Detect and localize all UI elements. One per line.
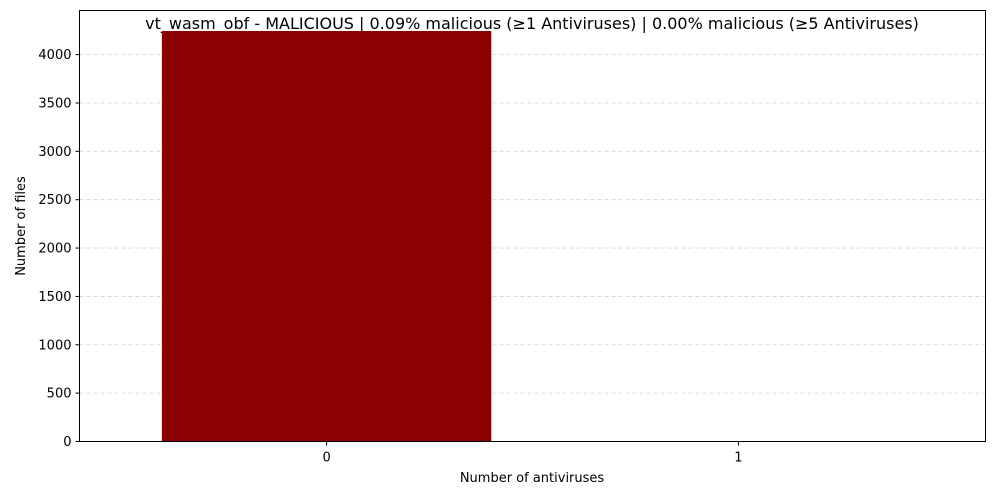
y-tick-label: 2500 bbox=[38, 193, 71, 208]
plot-frame bbox=[79, 10, 986, 442]
x-tick-label: 0 bbox=[322, 451, 330, 466]
y-tick-label: 2000 bbox=[38, 242, 71, 257]
y-tick-label: 4000 bbox=[38, 48, 71, 63]
y-tick-label: 1500 bbox=[38, 290, 71, 305]
y-axis-ticks: 0 500 1000 1500 2000 2500 3000 3500 4000 bbox=[38, 48, 80, 450]
y-tick-label: 3500 bbox=[38, 96, 71, 111]
chart-title: vt_wasm_obf - MALICIOUS | 0.09% maliciou… bbox=[145, 14, 919, 34]
x-tick-label: 1 bbox=[734, 451, 742, 466]
y-tick-label: 1000 bbox=[38, 338, 71, 353]
y-tick-label: 500 bbox=[47, 387, 72, 402]
y-tick-label: 3000 bbox=[38, 145, 71, 160]
bars bbox=[161, 31, 904, 442]
y-axis-label: Number of files bbox=[14, 176, 29, 276]
bar-0 bbox=[161, 31, 492, 442]
x-axis-label: Number of antiviruses bbox=[460, 471, 605, 486]
y-tick-label: 0 bbox=[63, 435, 71, 450]
